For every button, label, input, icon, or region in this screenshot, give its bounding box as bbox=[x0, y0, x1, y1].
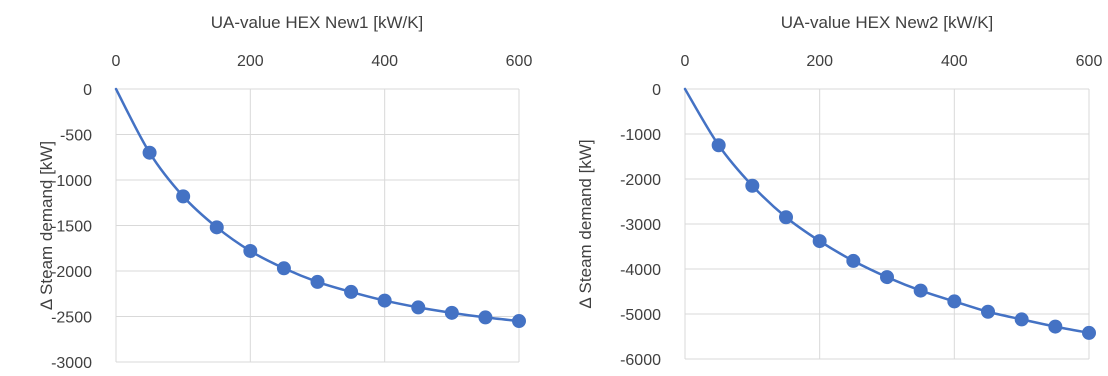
x-tick-label: 0 bbox=[112, 53, 121, 70]
x-tick-label: 400 bbox=[941, 53, 968, 70]
data-point bbox=[344, 284, 359, 299]
y-tick-label: -2000 bbox=[51, 264, 92, 281]
data-point bbox=[711, 138, 726, 153]
x-tick-label: 200 bbox=[237, 53, 264, 70]
data-point bbox=[981, 304, 995, 319]
data-point bbox=[779, 210, 793, 225]
y-tick-label: -3000 bbox=[51, 355, 92, 372]
data-point bbox=[377, 293, 392, 308]
data-point bbox=[176, 189, 191, 204]
chart-svg-1: 0 200 400 600 0 -500 -1000 -1500 -2000 -2500 -3000… bbox=[37, 13, 533, 372]
y-tick-label: 0 bbox=[652, 82, 661, 99]
x-tick-label: 200 bbox=[806, 53, 833, 70]
y-tick-label: -5000 bbox=[620, 307, 661, 324]
chart-panel-2: 0 200 400 600 0 -1000 -2000 -3000 -4000 -5000 -600… bbox=[554, 0, 1108, 376]
y-tick-label: -3000 bbox=[620, 217, 661, 234]
y-tick-label: -1500 bbox=[51, 219, 92, 236]
y-axis-title: Δ Steam demand [kW] bbox=[37, 141, 56, 310]
data-point bbox=[1048, 319, 1063, 334]
y-tick-label: -1000 bbox=[620, 127, 661, 144]
data-point bbox=[1014, 312, 1029, 327]
data-point bbox=[310, 274, 325, 289]
data-point bbox=[276, 261, 291, 276]
x-tick-label: 400 bbox=[371, 53, 398, 70]
data-point bbox=[1082, 325, 1096, 340]
y-tick-label: 0 bbox=[83, 82, 92, 99]
data-point bbox=[512, 314, 526, 329]
data-point bbox=[444, 305, 459, 320]
y-tick-label: -4000 bbox=[620, 262, 661, 279]
x-axis-title: UA-value HEX New1 [kW/K] bbox=[211, 13, 424, 32]
data-point bbox=[142, 145, 157, 160]
y-tick-label: -2500 bbox=[51, 310, 92, 327]
data-point bbox=[812, 234, 827, 249]
chart-panel-1: 0 200 400 600 0 -500 -1000 -1500 -2000 -2500 -3000… bbox=[37, 13, 533, 372]
data-point bbox=[846, 253, 861, 268]
series-line bbox=[683, 87, 1091, 335]
y-tick-label: -6000 bbox=[620, 352, 661, 369]
data-point bbox=[411, 300, 426, 315]
y-tick-label: -2000 bbox=[620, 172, 661, 189]
data-point bbox=[209, 220, 224, 235]
y-tick-label: -1000 bbox=[51, 173, 92, 190]
x-tick-label: 600 bbox=[1076, 53, 1103, 70]
data-point bbox=[478, 310, 493, 325]
data-point bbox=[913, 283, 928, 298]
x-tick-label: 600 bbox=[506, 53, 533, 70]
data-point bbox=[745, 178, 760, 193]
data-point bbox=[947, 294, 962, 309]
y-axis-title: Δ Steam demand [kW] bbox=[576, 139, 595, 308]
data-point bbox=[243, 243, 258, 258]
x-tick-label: 0 bbox=[681, 53, 690, 70]
data-point bbox=[880, 270, 894, 285]
chart-svg-2: 0 200 400 600 0 -1000 -2000 -3000 -4000 -5000 -600… bbox=[576, 13, 1103, 369]
y-tick-label: -500 bbox=[60, 128, 92, 145]
x-axis-title: UA-value HEX New2 [kW/K] bbox=[781, 13, 994, 32]
